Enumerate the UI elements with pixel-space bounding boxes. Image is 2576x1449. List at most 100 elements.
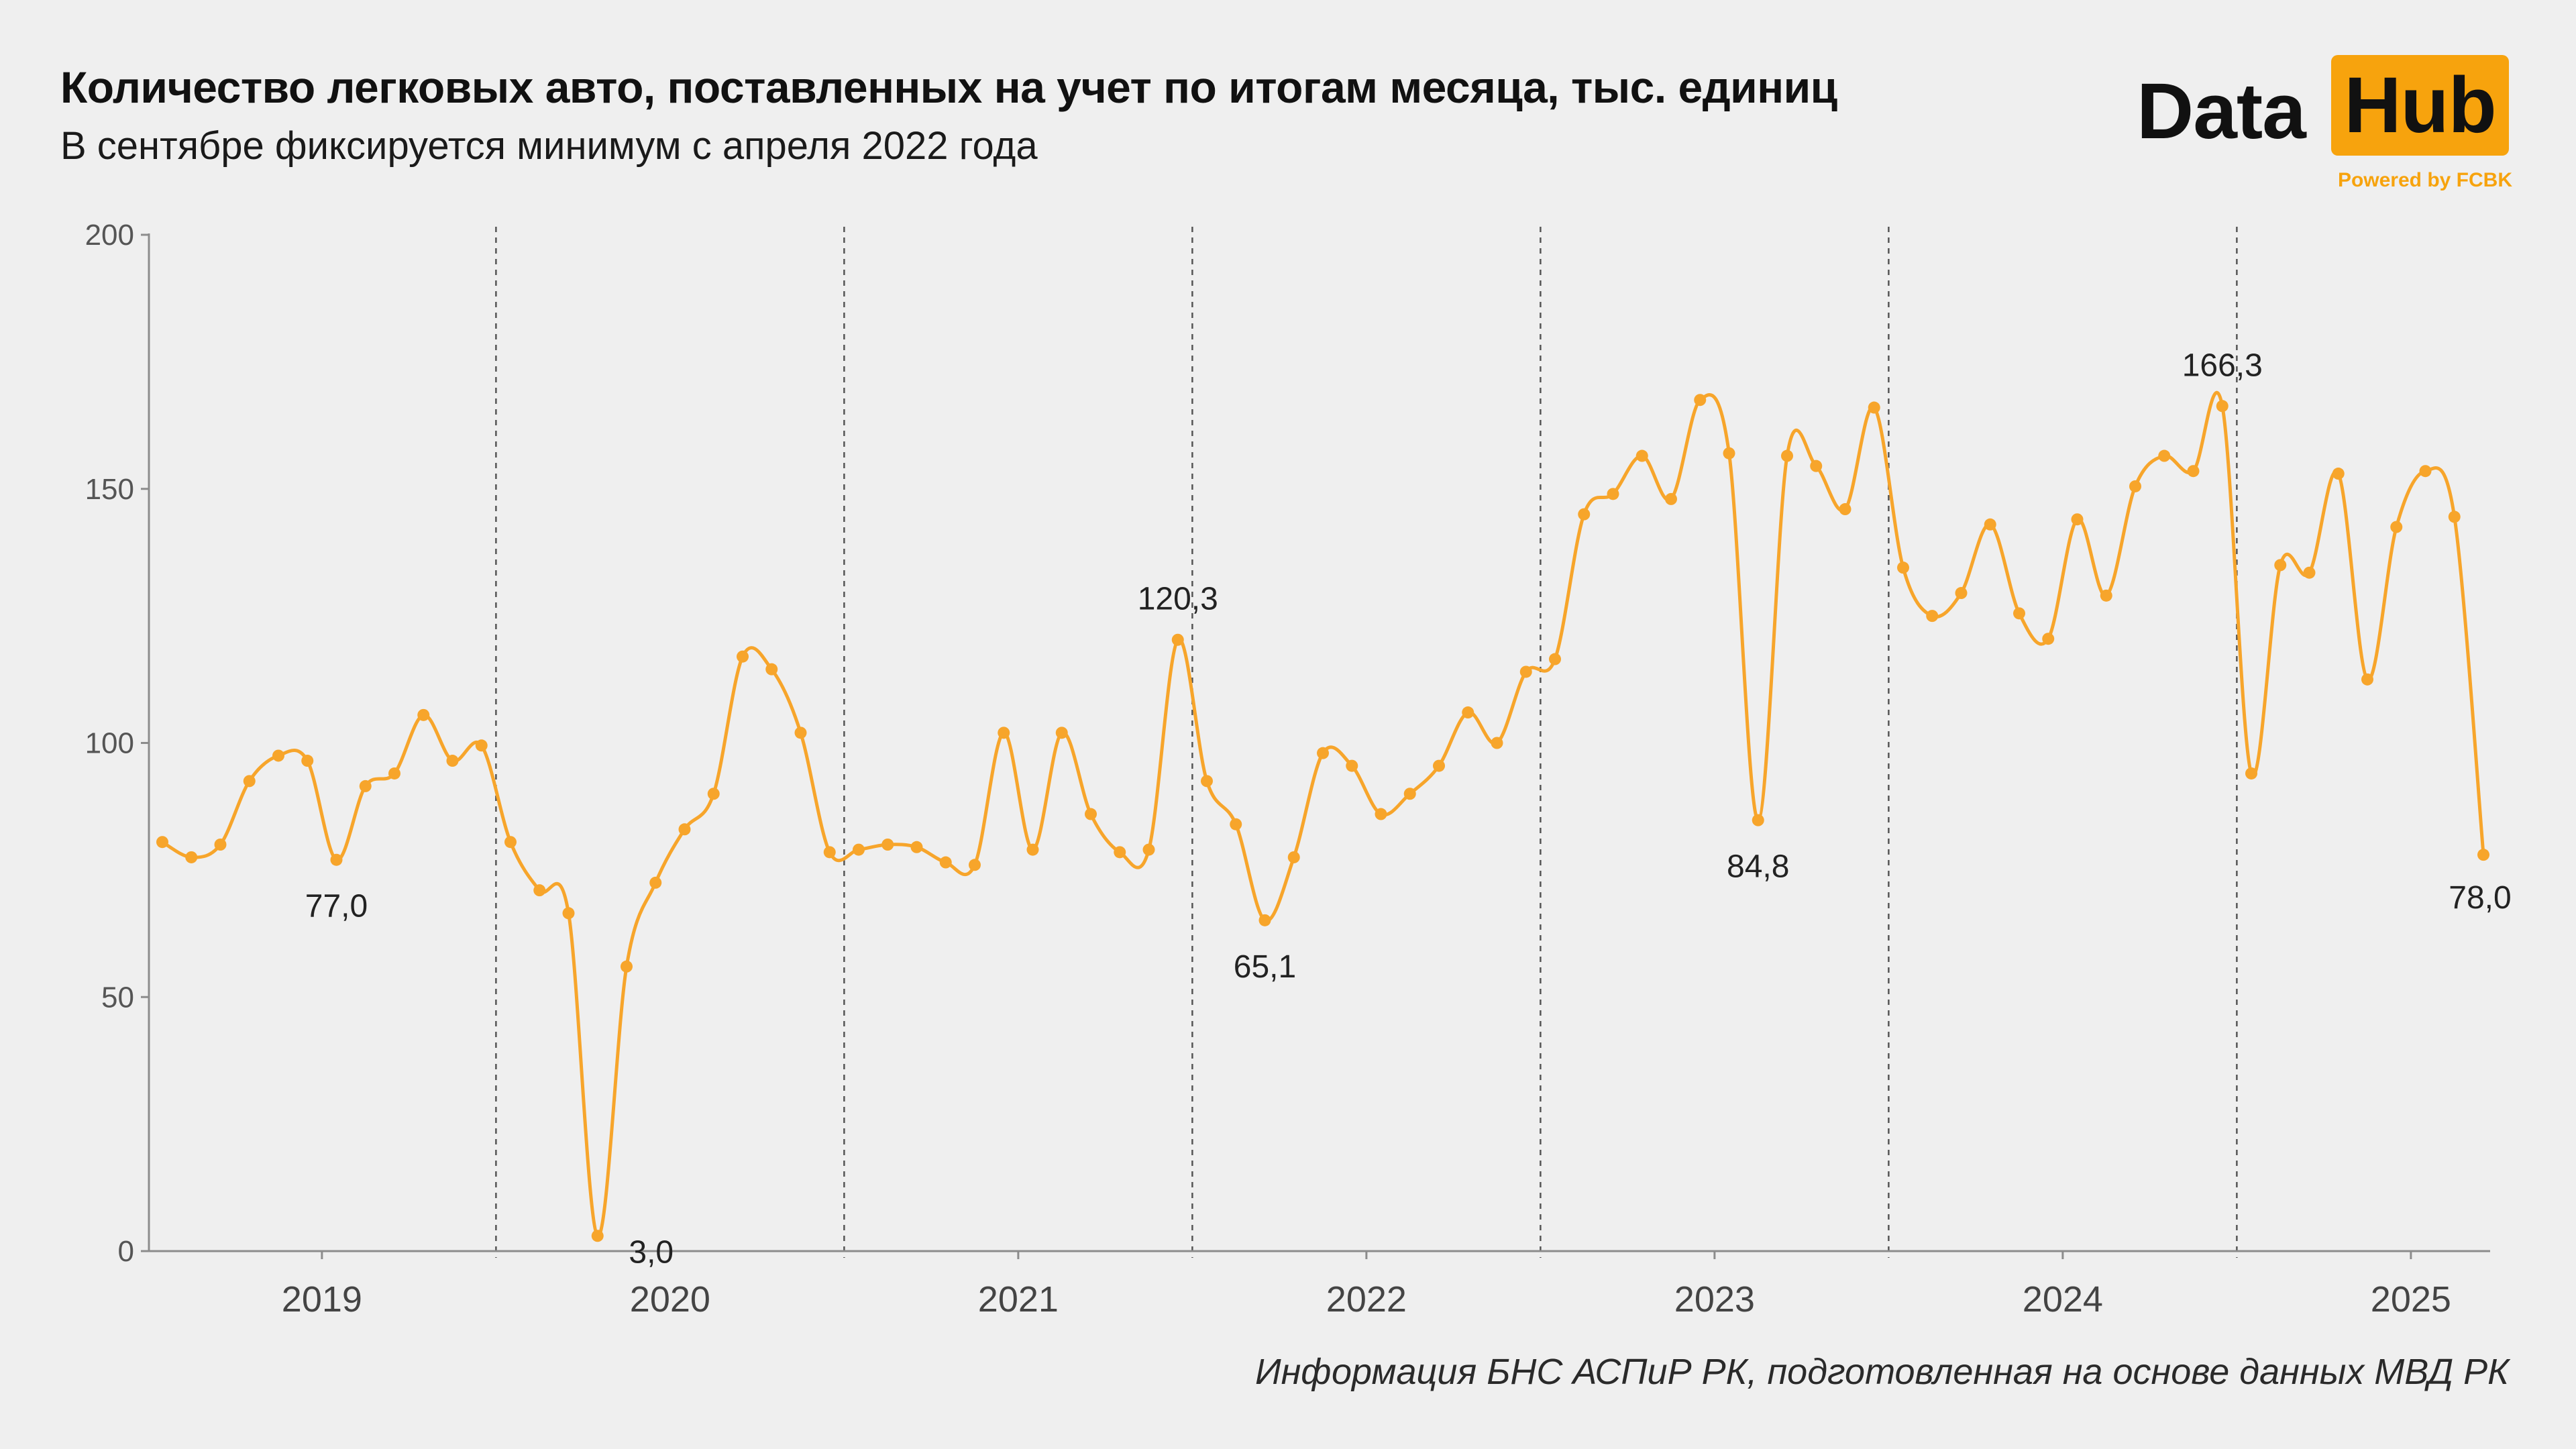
data-point [1114, 846, 1126, 859]
data-point [1839, 503, 1851, 516]
data-point [272, 749, 284, 762]
data-point [330, 853, 343, 866]
data-point [794, 727, 807, 739]
data-label: 3,0 [629, 1234, 674, 1270]
data-point [1346, 759, 1358, 772]
data-point [737, 650, 749, 663]
data-point [2013, 607, 2025, 620]
logo-word-hub: Hub [2331, 55, 2509, 156]
data-point [2390, 521, 2403, 533]
data-point [1519, 665, 1532, 678]
data-point [1781, 449, 1793, 462]
data-point [1462, 706, 1474, 719]
x-tick-label-year: 2020 [630, 1279, 710, 1320]
data-point [1142, 843, 1155, 856]
x-tick-label-year: 2021 [978, 1279, 1059, 1320]
datahub-logo: Data Hub Powered by FCBK [2137, 55, 2512, 191]
data-point [1607, 488, 1619, 500]
data-label: 78,0 [2449, 880, 2511, 916]
logo-tagline: Powered by FCBK [2337, 169, 2512, 191]
data-point [823, 846, 836, 859]
data-point [475, 739, 488, 752]
data-point [707, 788, 720, 800]
x-tick-label-year: 2024 [2023, 1279, 2103, 1320]
data-point [417, 708, 430, 721]
x-tick-label-year: 2022 [1326, 1279, 1407, 1320]
data-point [2448, 511, 2461, 523]
data-point [214, 839, 227, 851]
data-point [910, 841, 923, 853]
x-tick-label-year: 2019 [282, 1279, 362, 1320]
y-tick-label: 200 [85, 219, 134, 252]
data-point [621, 960, 633, 973]
y-tick-label: 0 [118, 1235, 134, 1268]
data-point [2245, 767, 2257, 780]
data-point [2100, 589, 2112, 602]
data-point [1810, 460, 1823, 472]
data-point [2071, 513, 2084, 526]
y-tick-label: 100 [85, 727, 134, 760]
data-point [1230, 818, 1242, 830]
data-point [678, 823, 691, 836]
data-point [2361, 673, 2373, 686]
data-point [1955, 587, 1968, 600]
data-point [998, 727, 1010, 739]
data-point [649, 876, 662, 889]
data-point [591, 1230, 604, 1242]
data-point [359, 780, 372, 792]
chart-subtitle: В сентябре фиксируется минимум с апреля … [60, 124, 1038, 168]
x-tick-label-year: 2025 [2371, 1279, 2451, 1320]
data-point [1578, 508, 1591, 521]
data-point [2216, 400, 2229, 413]
data-point [2303, 566, 2316, 579]
data-label: 65,1 [1234, 949, 1296, 985]
data-label: 166,3 [2182, 347, 2263, 383]
data-point [1085, 808, 1097, 820]
data-point [301, 755, 314, 767]
data-point [1026, 843, 1039, 856]
series-line [160, 390, 2485, 1238]
chart-title: Количество легковых авто, поставленных н… [60, 62, 1837, 112]
data-point [2158, 449, 2171, 462]
data-point [446, 755, 459, 767]
data-point [1723, 447, 1735, 460]
data-point [1055, 727, 1068, 739]
data-point [1375, 808, 1387, 820]
data-point [156, 836, 168, 849]
data-point [1201, 775, 1213, 788]
data-point [562, 907, 575, 920]
y-tick-label: 50 [101, 981, 134, 1014]
data-point [1549, 653, 1561, 665]
data-label: 84,8 [1727, 849, 1789, 885]
data-point [1926, 610, 1939, 623]
data-point [1491, 737, 1503, 749]
data-point [1868, 401, 1880, 414]
logo-word-data: Data [2137, 67, 2306, 156]
data-point [388, 767, 400, 780]
data-point [533, 884, 546, 897]
x-tick-label-year: 2023 [1674, 1279, 1755, 1320]
data-point [1635, 449, 1648, 462]
data-point [1317, 747, 1329, 759]
data-point [1665, 492, 1677, 505]
data-point [2129, 480, 2141, 492]
data-point [939, 856, 952, 869]
data-label: 120,3 [1138, 582, 1218, 617]
data-point [243, 775, 256, 788]
data-point [2332, 468, 2345, 480]
data-point [504, 836, 517, 849]
data-point [1752, 814, 1764, 826]
data-point [2274, 559, 2287, 572]
data-point [2187, 465, 2200, 478]
data-point [2419, 465, 2432, 478]
data-point [185, 851, 198, 863]
data-point [1694, 394, 1707, 407]
data-point [1287, 851, 1300, 863]
data-point [1433, 759, 1445, 772]
data-point [853, 843, 865, 856]
data-point [1897, 561, 1909, 574]
source-note: Информация БНС АСПиР РК, подготовленная … [1254, 1352, 2509, 1392]
data-point [2042, 633, 2055, 645]
y-tick-label: 150 [85, 473, 134, 506]
